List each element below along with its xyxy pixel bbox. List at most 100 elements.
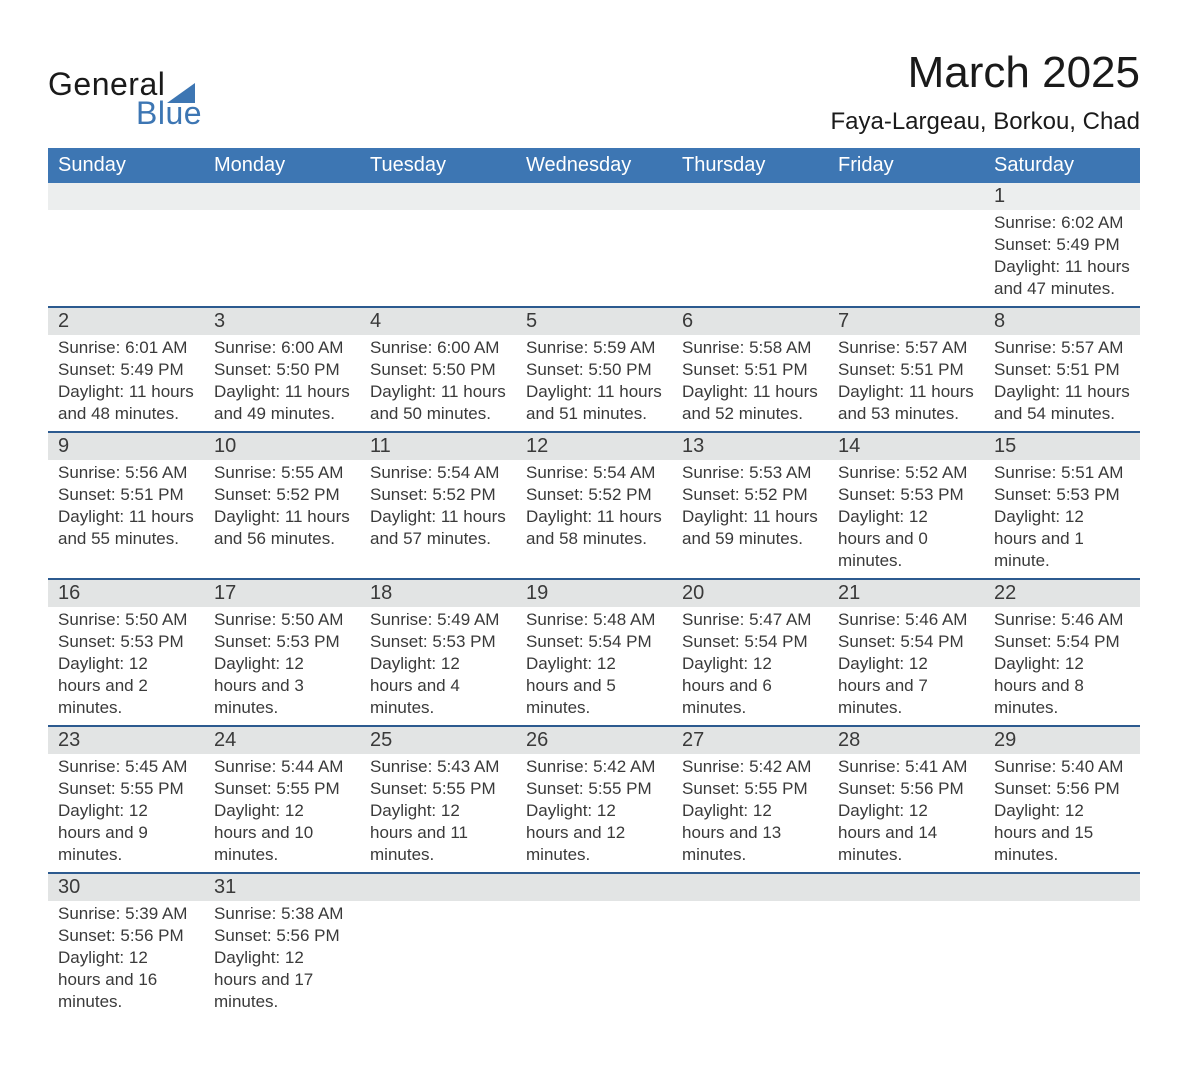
sunrise-text: Sunrise: 5:46 AM [838, 609, 974, 631]
day-cell: Sunrise: 5:57 AMSunset: 5:51 PMDaylight:… [828, 335, 984, 432]
daylight-text: Daylight: 11 hours and 52 minutes. [682, 381, 818, 425]
empty-cell [984, 873, 1140, 901]
daylight-text: Daylight: 11 hours and 59 minutes. [682, 506, 818, 550]
empty-cell [204, 183, 360, 210]
empty-cell [984, 901, 1140, 1019]
day-cell: Sunrise: 5:42 AMSunset: 5:55 PMDaylight:… [516, 754, 672, 873]
sunrise-text: Sunrise: 5:53 AM [682, 462, 818, 484]
sunrise-text: Sunrise: 5:54 AM [370, 462, 506, 484]
day-number: 11 [360, 433, 516, 460]
empty-cell [360, 210, 516, 307]
daylight-text: Daylight: 12 hours and 3 minutes. [214, 653, 350, 719]
daylight-text: Daylight: 12 hours and 15 minutes. [994, 800, 1130, 866]
day-cell: Sunrise: 5:39 AMSunset: 5:56 PMDaylight:… [48, 901, 204, 1019]
day-number: 23 [48, 727, 204, 754]
sunrise-text: Sunrise: 5:40 AM [994, 756, 1130, 778]
day-cell: Sunrise: 5:45 AMSunset: 5:55 PMDaylight:… [48, 754, 204, 873]
sunrise-text: Sunrise: 5:47 AM [682, 609, 818, 631]
logo: General Blue [48, 48, 202, 132]
daylight-text: Daylight: 11 hours and 57 minutes. [370, 506, 506, 550]
day-number: 27 [672, 727, 828, 754]
day-cell: Sunrise: 6:02 AMSunset: 5:49 PMDaylight:… [984, 210, 1140, 307]
empty-cell [360, 183, 516, 210]
daylight-text: Daylight: 12 hours and 0 minutes. [838, 506, 974, 572]
day-number: 29 [984, 727, 1140, 754]
day-header: Friday [828, 148, 984, 183]
empty-cell [828, 183, 984, 210]
empty-cell [672, 183, 828, 210]
day-number: 17 [204, 580, 360, 607]
day-number: 15 [984, 433, 1140, 460]
day-number: 25 [360, 727, 516, 754]
sunset-text: Sunset: 5:56 PM [994, 778, 1130, 800]
day-number: 8 [984, 308, 1140, 335]
sunrise-text: Sunrise: 5:51 AM [994, 462, 1130, 484]
day-cell: Sunrise: 5:46 AMSunset: 5:54 PMDaylight:… [984, 607, 1140, 726]
sunset-text: Sunset: 5:49 PM [994, 234, 1130, 256]
daylight-text: Daylight: 11 hours and 58 minutes. [526, 506, 662, 550]
daylight-text: Daylight: 11 hours and 55 minutes. [58, 506, 194, 550]
calendar-table: SundayMondayTuesdayWednesdayThursdayFrid… [48, 148, 1140, 1019]
daylight-text: Daylight: 12 hours and 16 minutes. [58, 947, 194, 1013]
day-cell: Sunrise: 5:56 AMSunset: 5:51 PMDaylight:… [48, 460, 204, 579]
day-cell: Sunrise: 5:53 AMSunset: 5:52 PMDaylight:… [672, 460, 828, 579]
topbar: General Blue March 2025 Faya-Largeau, Bo… [48, 48, 1140, 136]
day-number: 1 [984, 183, 1140, 210]
day-cell: Sunrise: 5:57 AMSunset: 5:51 PMDaylight:… [984, 335, 1140, 432]
day-number: 4 [360, 308, 516, 335]
day-header: Sunday [48, 148, 204, 183]
daylight-text: Daylight: 12 hours and 8 minutes. [994, 653, 1130, 719]
sunrise-text: Sunrise: 5:41 AM [838, 756, 974, 778]
sunset-text: Sunset: 5:54 PM [838, 631, 974, 653]
day-number: 28 [828, 727, 984, 754]
day-cell: Sunrise: 5:52 AMSunset: 5:53 PMDaylight:… [828, 460, 984, 579]
daylight-text: Daylight: 12 hours and 10 minutes. [214, 800, 350, 866]
sunset-text: Sunset: 5:50 PM [526, 359, 662, 381]
day-cell: Sunrise: 5:51 AMSunset: 5:53 PMDaylight:… [984, 460, 1140, 579]
sunset-text: Sunset: 5:49 PM [58, 359, 194, 381]
sunset-text: Sunset: 5:53 PM [58, 631, 194, 653]
daylight-text: Daylight: 12 hours and 11 minutes. [370, 800, 506, 866]
sunset-text: Sunset: 5:52 PM [370, 484, 506, 506]
sunset-text: Sunset: 5:51 PM [838, 359, 974, 381]
daylight-text: Daylight: 12 hours and 13 minutes. [682, 800, 818, 866]
day-number: 18 [360, 580, 516, 607]
day-cell: Sunrise: 5:41 AMSunset: 5:56 PMDaylight:… [828, 754, 984, 873]
sunset-text: Sunset: 5:55 PM [58, 778, 194, 800]
empty-cell [828, 901, 984, 1019]
sunset-text: Sunset: 5:54 PM [994, 631, 1130, 653]
sunset-text: Sunset: 5:50 PM [214, 359, 350, 381]
sunrise-text: Sunrise: 6:02 AM [994, 212, 1130, 234]
day-cell: Sunrise: 5:54 AMSunset: 5:52 PMDaylight:… [516, 460, 672, 579]
day-number: 13 [672, 433, 828, 460]
day-cell: Sunrise: 5:50 AMSunset: 5:53 PMDaylight:… [48, 607, 204, 726]
empty-cell [516, 183, 672, 210]
daylight-text: Daylight: 12 hours and 17 minutes. [214, 947, 350, 1013]
day-header: Saturday [984, 148, 1140, 183]
daylight-text: Daylight: 12 hours and 5 minutes. [526, 653, 662, 719]
sunset-text: Sunset: 5:53 PM [838, 484, 974, 506]
sunset-text: Sunset: 5:53 PM [370, 631, 506, 653]
daylight-text: Daylight: 11 hours and 49 minutes. [214, 381, 350, 425]
empty-cell [48, 210, 204, 307]
sunset-text: Sunset: 5:56 PM [838, 778, 974, 800]
day-cell: Sunrise: 5:44 AMSunset: 5:55 PMDaylight:… [204, 754, 360, 873]
sunrise-text: Sunrise: 5:58 AM [682, 337, 818, 359]
day-header: Tuesday [360, 148, 516, 183]
day-number: 10 [204, 433, 360, 460]
sunrise-text: Sunrise: 5:39 AM [58, 903, 194, 925]
day-number: 3 [204, 308, 360, 335]
sunset-text: Sunset: 5:55 PM [370, 778, 506, 800]
day-number: 2 [48, 308, 204, 335]
location: Faya-Largeau, Borkou, Chad [830, 108, 1140, 136]
sunset-text: Sunset: 5:52 PM [682, 484, 818, 506]
empty-cell [204, 210, 360, 307]
empty-cell [360, 901, 516, 1019]
daylight-text: Daylight: 11 hours and 50 minutes. [370, 381, 506, 425]
day-cell: Sunrise: 5:48 AMSunset: 5:54 PMDaylight:… [516, 607, 672, 726]
empty-cell [516, 210, 672, 307]
daylight-text: Daylight: 11 hours and 53 minutes. [838, 381, 974, 425]
daylight-text: Daylight: 12 hours and 2 minutes. [58, 653, 194, 719]
day-cell: Sunrise: 5:54 AMSunset: 5:52 PMDaylight:… [360, 460, 516, 579]
sunset-text: Sunset: 5:54 PM [526, 631, 662, 653]
